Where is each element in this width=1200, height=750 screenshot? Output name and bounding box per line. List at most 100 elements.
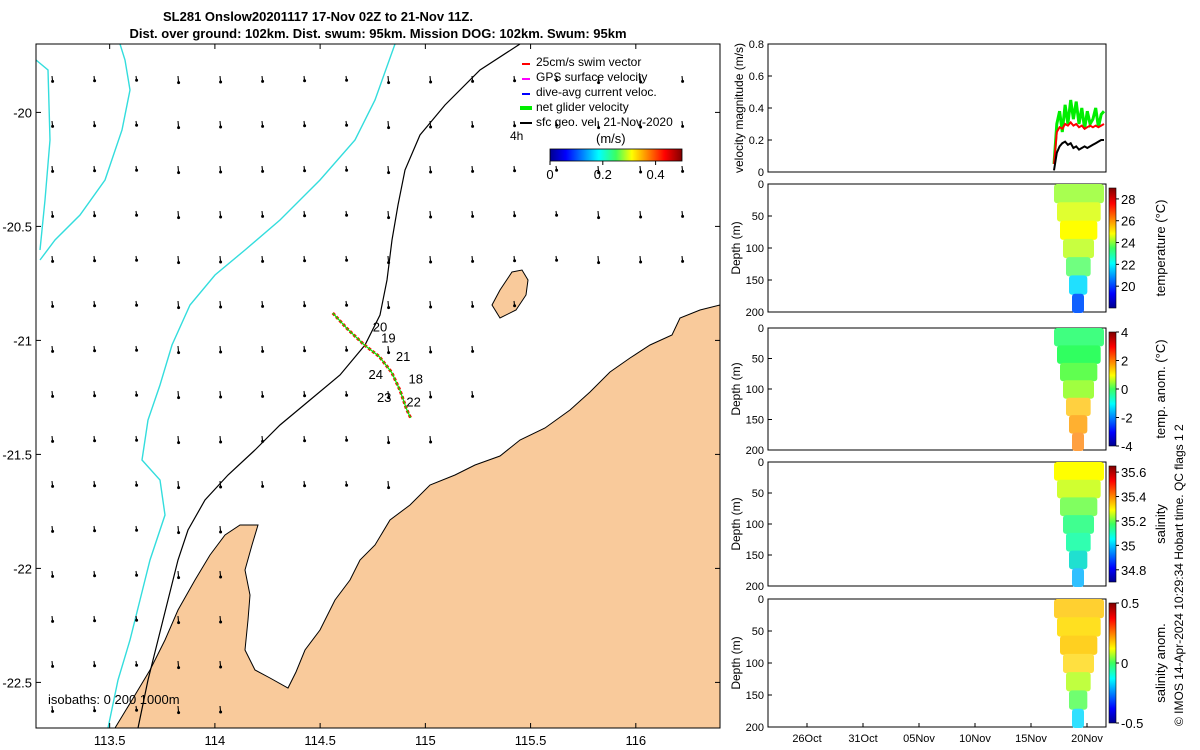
section-colorbar-tick-label: 35: [1121, 538, 1135, 553]
legend-geo-velocity: sfc geo. vel. 21-Nov-2020: [536, 115, 673, 129]
section-data-band: [1060, 362, 1098, 382]
date-tick-label: 05Nov: [903, 733, 935, 745]
current-arrow-head: [51, 529, 55, 533]
section-ytick-label: 150: [746, 415, 764, 427]
current-arrow-head: [135, 258, 139, 262]
current-arrow-head: [177, 621, 181, 625]
current-arrow-head: [93, 79, 97, 83]
current-arrow-head: [135, 213, 139, 217]
isobath-1000m-sw: [36, 59, 51, 251]
section-data-band: [1063, 238, 1094, 259]
map-ytick-label: -20.5: [2, 219, 32, 234]
map-y-axis: -20 -20.5 -21 -21.5 -22 -22.5: [2, 105, 720, 690]
section-data-band: [1069, 690, 1088, 710]
section-ytick-label: 50: [752, 626, 764, 638]
velocity-ytick-label: 0.8: [749, 39, 764, 51]
current-arrow-head: [303, 304, 307, 308]
section-data-band: [1057, 345, 1101, 364]
current-arrow-head: [345, 438, 349, 442]
current-arrow-head: [219, 215, 223, 219]
velocity-y-axis: 0 0.2 0.4 0.6 0.8: [749, 39, 772, 179]
section-data-band: [1054, 184, 1104, 204]
current-arrow-head: [303, 349, 307, 353]
current-arrow-head: [639, 80, 643, 84]
footer-credit: © IMOS 14-Apr-2024 10:29:34 Hobart time.…: [1172, 424, 1186, 726]
current-arrow-head: [261, 79, 265, 83]
current-arrow-head: [177, 216, 181, 220]
current-arrow-head: [93, 664, 97, 668]
section-colorbar-label: temp. anom. (°C): [1153, 339, 1168, 438]
section-ylabel: Depth (m): [729, 636, 743, 689]
current-arrow-head: [303, 259, 307, 263]
section-axes: [767, 598, 1107, 728]
current-arrow-head: [135, 123, 139, 127]
current-arrow-head: [177, 81, 181, 85]
current-arrow-head: [135, 573, 139, 577]
current-arrow-head: [51, 619, 55, 623]
section-colorbar-tick-label: 22: [1121, 257, 1135, 272]
current-arrow-head: [219, 260, 223, 264]
current-arrow-head: [471, 259, 475, 263]
section-colorbar-tick-label: 34.8: [1121, 563, 1146, 578]
section-ytick-label: 150: [746, 550, 764, 562]
current-arrow-head: [345, 168, 349, 172]
section-ytick-label: 200: [746, 445, 764, 457]
section-ytick-label: 100: [746, 519, 764, 531]
track-day-label: 20: [373, 319, 387, 334]
section-data-band: [1057, 479, 1101, 499]
section-colorbar-tick-label: 24: [1121, 236, 1135, 251]
section-colorbar-tick-label: -2: [1121, 411, 1133, 426]
current-arrow-head: [135, 168, 139, 172]
current-arrow-field: [51, 75, 685, 715]
date-axis: 26Oct 31Oct 05Nov 10Nov 15Nov 20Nov: [792, 723, 1103, 745]
map-xtick-label: 113.5: [94, 733, 126, 748]
velocity-series-line: [1052, 99, 1106, 165]
section-data-band: [1057, 202, 1101, 222]
current-arrow-head: [555, 168, 559, 172]
current-arrow-head: [51, 394, 55, 398]
map-frame: [35, 43, 721, 729]
section-ytick-label: 150: [746, 690, 764, 702]
section-colorbar-tick-label: 26: [1121, 214, 1135, 229]
current-arrow-head: [429, 260, 433, 264]
current-arrow-head: [93, 304, 97, 308]
track-day-label: 21: [396, 349, 410, 364]
current-arrow-head: [429, 170, 433, 174]
current-arrow-head: [177, 486, 181, 490]
section-data-band: [1072, 568, 1084, 587]
current-arrow-head: [135, 708, 139, 712]
current-arrow-head: [219, 395, 223, 399]
current-arrow-head: [345, 303, 349, 307]
current-arrow-head: [261, 439, 265, 443]
section-ytick-label: 100: [746, 384, 764, 396]
current-arrow-head: [93, 349, 97, 353]
section-panel-2: 0 50 100 150 200 Depth (m) -4 -2 0 2 4 temp. anom. …: [729, 323, 1168, 457]
current-arrow-head: [681, 169, 685, 173]
section-colorbar-tick-label: 4: [1121, 325, 1128, 340]
current-arrow-head: [597, 261, 601, 265]
current-arrow-head: [219, 665, 223, 669]
section-ytick-label: 50: [752, 488, 764, 500]
section-colorbar-tick-label: 35.6: [1121, 465, 1146, 480]
section-data-band: [1072, 432, 1084, 451]
current-arrow-head: [135, 438, 139, 442]
current-arrow-head: [555, 123, 559, 127]
current-arrow-head: [387, 306, 391, 310]
map-ytick-label: -22: [13, 561, 32, 576]
track-day-label: 22: [406, 395, 420, 410]
section-colorbar-tick-label: 0: [1121, 382, 1128, 397]
velocity-ytick-label: 0.2: [749, 135, 764, 147]
current-arrow-head: [387, 126, 391, 130]
section-colorbar-label: temperature (°C): [1153, 200, 1168, 297]
current-arrow-head: [429, 215, 433, 219]
current-arrow-head: [177, 351, 181, 355]
current-arrow-head: [219, 620, 223, 624]
section-data-band: [1066, 532, 1091, 552]
section-ytick-label: 50: [752, 211, 764, 223]
current-arrow-head: [51, 124, 55, 128]
current-arrow-head: [135, 483, 139, 487]
current-arrow-head: [681, 214, 685, 218]
current-arrow-head: [219, 80, 223, 84]
legend-current-velocity: dive-avg current veloc.: [536, 85, 657, 99]
